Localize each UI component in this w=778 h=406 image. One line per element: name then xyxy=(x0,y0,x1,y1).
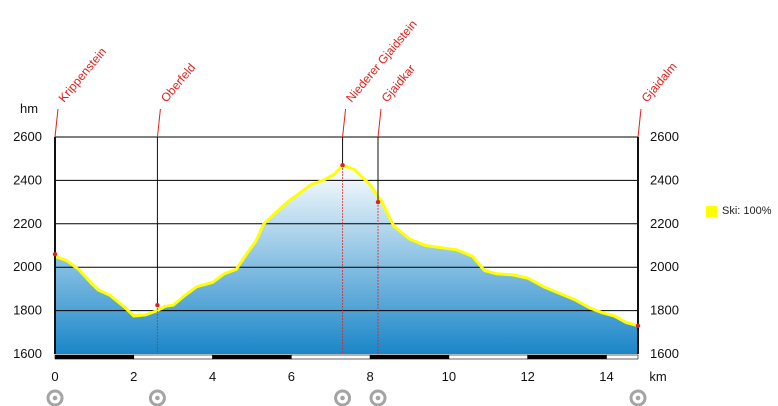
x-tick-label: 8 xyxy=(367,369,374,384)
line-layer xyxy=(54,163,639,328)
legend: Ski: 100% xyxy=(706,205,772,217)
y-tick-label-right: 2600 xyxy=(650,129,679,144)
distance-bar-segment xyxy=(527,354,607,360)
distance-bar-segment xyxy=(369,354,450,360)
waypoint-leader xyxy=(377,108,382,138)
waypoint-ring-dot xyxy=(155,395,160,401)
waypoint-ring-dot xyxy=(340,395,345,401)
y-tick-label-right: 1800 xyxy=(650,303,679,318)
distance-bar-segment xyxy=(133,354,213,360)
waypoint-leader xyxy=(156,108,161,138)
x-tick-label: 14 xyxy=(599,369,613,384)
legend-label-ski: Ski: 100% xyxy=(722,205,772,217)
y-tick-label-left: 2600 xyxy=(13,129,42,144)
axis-layer: 1600 1600 1800 1800 2000 2000 2200 2200 2400 2400… xyxy=(13,101,679,384)
x-unit-label: km xyxy=(649,369,666,384)
distance-bar-segment xyxy=(54,354,135,360)
y-unit-label: hm xyxy=(20,101,38,116)
y-tick-label-right: 1600 xyxy=(650,346,679,361)
y-tick-label-left: 1800 xyxy=(13,303,42,318)
waypoint-leader xyxy=(342,108,347,138)
waypoint-leader xyxy=(54,108,59,138)
x-tick-label: 4 xyxy=(209,369,216,384)
elevation-line xyxy=(54,163,639,328)
waypoint-ring-icon xyxy=(46,389,64,406)
y-tick-label-right: 2000 xyxy=(650,259,679,274)
y-tick-label-left: 2200 xyxy=(13,216,42,231)
waypoint-ring-dot xyxy=(375,395,381,401)
distance-bar-segment xyxy=(212,354,292,360)
waypoint-marker xyxy=(375,199,381,205)
area-layer xyxy=(55,165,638,354)
waypoint-ring-icon xyxy=(369,389,387,406)
y-tick-label-left: 1600 xyxy=(13,346,42,361)
x-tick-label: 0 xyxy=(51,369,58,384)
y-tick-label-left: 2000 xyxy=(13,259,42,274)
distance-bar-segment xyxy=(606,354,639,360)
waypoint-marker xyxy=(155,302,160,308)
waypoint-label: Krippenstein xyxy=(56,45,110,105)
x-tick-label: 12 xyxy=(520,369,534,384)
y-tick-label-right: 2400 xyxy=(650,172,679,187)
waypoint-label: Oberfeld xyxy=(158,61,198,105)
waypoint-marker xyxy=(52,251,58,257)
legend-swatch-ski xyxy=(706,205,717,217)
grid-layer xyxy=(55,136,638,312)
waypoint-marker xyxy=(340,163,345,168)
y-tick-label-left: 2400 xyxy=(13,172,42,187)
waypoint-ring-icon xyxy=(629,389,647,406)
waypoint-ring-dot xyxy=(52,395,58,401)
waypoint-ring-icon xyxy=(334,389,352,406)
waypoint-ring-dot xyxy=(635,395,641,401)
distance-bar-segment xyxy=(448,354,529,360)
y-tick-label-right: 2200 xyxy=(650,216,679,231)
elevation-area xyxy=(55,165,638,354)
waypoint-marker xyxy=(635,323,641,328)
distance-bar-segment xyxy=(291,354,371,360)
waypoint-label: Gjaidalm xyxy=(639,60,680,105)
x-tick-label: 2 xyxy=(130,369,137,384)
x-tick-label: 10 xyxy=(442,369,456,384)
waypoint-leader xyxy=(637,108,642,138)
x-tick-label: 6 xyxy=(288,369,295,384)
waypoint-ring-icon xyxy=(148,389,166,406)
